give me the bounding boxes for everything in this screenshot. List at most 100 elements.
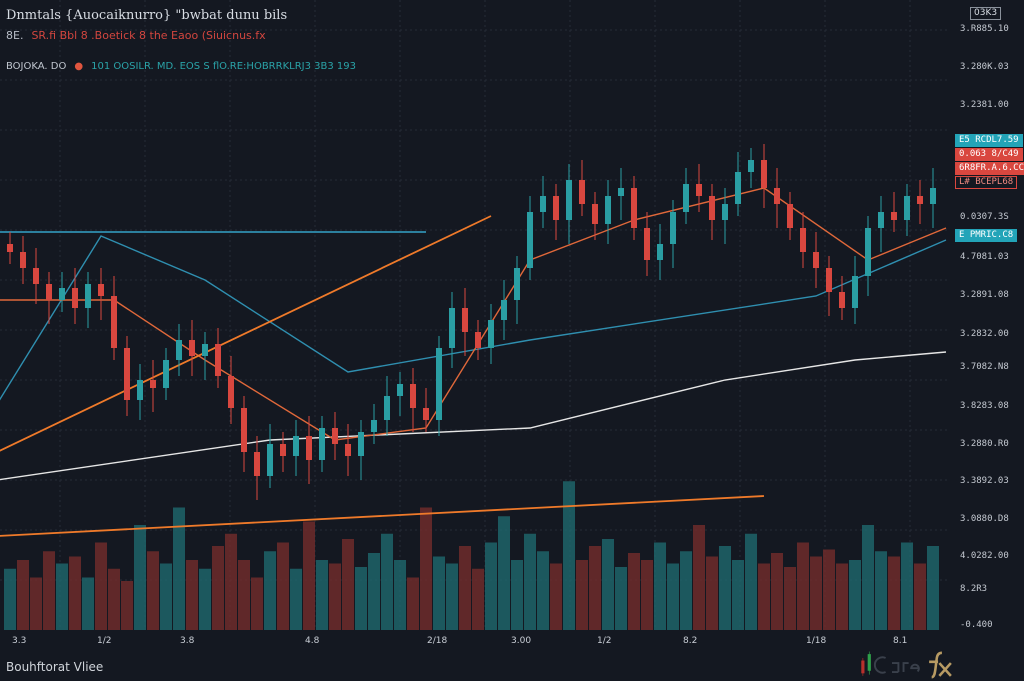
chart-title: Dnmtals {Auocaiknurro} "bwbat dunu bils <box>6 8 288 23</box>
candle-body <box>683 184 689 212</box>
volume-bar <box>927 546 939 630</box>
volume-bar <box>901 542 913 630</box>
indicator-text: 101 OOSILR. MD. EOS S flO.RE:HOBRRKLRJ3 … <box>91 61 356 72</box>
volume-bar <box>680 551 692 630</box>
candle-body <box>657 244 663 260</box>
price-tag: E PMRIC.C8 <box>955 229 1018 242</box>
candle-body <box>813 252 819 268</box>
volume-bar <box>368 553 380 630</box>
candle-body <box>670 212 676 244</box>
volume-bar <box>30 577 42 630</box>
candle-body <box>709 196 715 220</box>
candle-body <box>241 408 247 452</box>
volume-bar <box>212 546 224 630</box>
time-axis-label: 4.8 <box>305 636 320 646</box>
candle-body <box>878 212 884 228</box>
price-axis-label: 3.2381.00 <box>960 100 1009 110</box>
price-axis-label: 3.0880.D8 <box>960 514 1009 524</box>
candle-body <box>254 452 260 476</box>
subtitle-text: SR.fi Bbl 8 .Boetick 8 the Eaoo (Siuicnu… <box>31 29 266 42</box>
volume-bar <box>537 551 549 630</box>
volume-bar <box>797 542 809 630</box>
volume-bar <box>199 568 211 630</box>
volume-bar <box>550 563 562 630</box>
volume-bar <box>862 525 874 630</box>
volume-bar <box>160 563 172 630</box>
candle-body <box>384 396 390 420</box>
candle-body <box>618 188 624 196</box>
candle-body <box>540 196 546 212</box>
volume-bar <box>706 556 718 630</box>
candle-body <box>787 204 793 228</box>
volume-bar <box>264 551 276 630</box>
candle-body <box>20 252 26 268</box>
volume-bar <box>342 539 354 630</box>
volume-bar <box>914 563 926 630</box>
volume-bar <box>524 533 536 630</box>
volume-bar <box>433 556 445 630</box>
price-axis-label: 4.0282.00 <box>960 551 1009 561</box>
time-axis-label: 3.00 <box>511 636 532 646</box>
volume-bar <box>875 551 887 630</box>
candle-body <box>98 284 104 296</box>
candle-body <box>631 188 637 228</box>
candle-body <box>527 212 533 268</box>
moving-average-line <box>0 235 947 401</box>
trend-line <box>0 215 492 452</box>
candle-body <box>163 360 169 388</box>
volume-bar <box>329 563 341 630</box>
price-axis-label: 3.R885.10 <box>960 24 1009 34</box>
volume-bar <box>641 560 653 630</box>
volume-bar <box>784 567 796 630</box>
candle-body <box>488 320 494 348</box>
volume-bar <box>186 560 198 630</box>
volume-bar <box>43 551 55 630</box>
price-tag: E5 RCDL7.59 <box>955 134 1023 147</box>
candle-body <box>215 344 221 376</box>
price-axis-label: 3.2880.R0 <box>960 439 1009 449</box>
candle-body <box>644 228 650 260</box>
volume-bar <box>446 563 458 630</box>
candle-body <box>7 244 13 252</box>
candle-body <box>826 268 832 292</box>
volume-bar <box>316 560 328 630</box>
volume-bar <box>381 533 393 630</box>
candle-body <box>514 268 520 300</box>
volume-bar <box>407 577 419 630</box>
candle-body <box>267 444 273 476</box>
volume-bar <box>602 539 614 630</box>
candle-body <box>202 344 208 356</box>
price-axis-label: 3.3892.03 <box>960 476 1009 486</box>
candle-body <box>800 228 806 252</box>
candle-body <box>592 204 598 224</box>
candle-body <box>33 268 39 284</box>
volume-bar <box>823 549 835 630</box>
candle-body <box>59 288 65 300</box>
candle-body <box>865 228 871 276</box>
timeframe-box[interactable]: 03K3 <box>970 7 1002 20</box>
candle-body <box>722 204 728 220</box>
volume-bar <box>303 521 315 630</box>
chart-subtitle: 8E. SR.fi Bbl 8 .Boetick 8 the Eaoo (Siui… <box>6 29 266 42</box>
candle-body <box>345 444 351 456</box>
price-axis-label: 3.2891.08 <box>960 290 1009 300</box>
time-axis-label: 8.2 <box>683 636 698 646</box>
indicator-prefix: BOJOKA. DO <box>6 61 67 72</box>
volume-bar <box>69 556 81 630</box>
volume-bar <box>849 560 861 630</box>
candle-body <box>605 196 611 224</box>
volume-bar <box>4 568 16 630</box>
volume-bar <box>108 568 120 630</box>
volume-bar <box>654 542 666 630</box>
candle-body <box>891 212 897 220</box>
candle-body <box>696 184 702 196</box>
volume-bar <box>277 542 289 630</box>
volume-bar <box>810 556 822 630</box>
volume-bar <box>95 542 107 630</box>
candle-body <box>917 196 923 204</box>
volume-bar <box>17 560 29 630</box>
price-tag: 6R8FR.A.6.CCL <box>955 162 1024 175</box>
price-axis-label: 3.280K.03 <box>960 62 1009 72</box>
volume-bar <box>394 560 406 630</box>
